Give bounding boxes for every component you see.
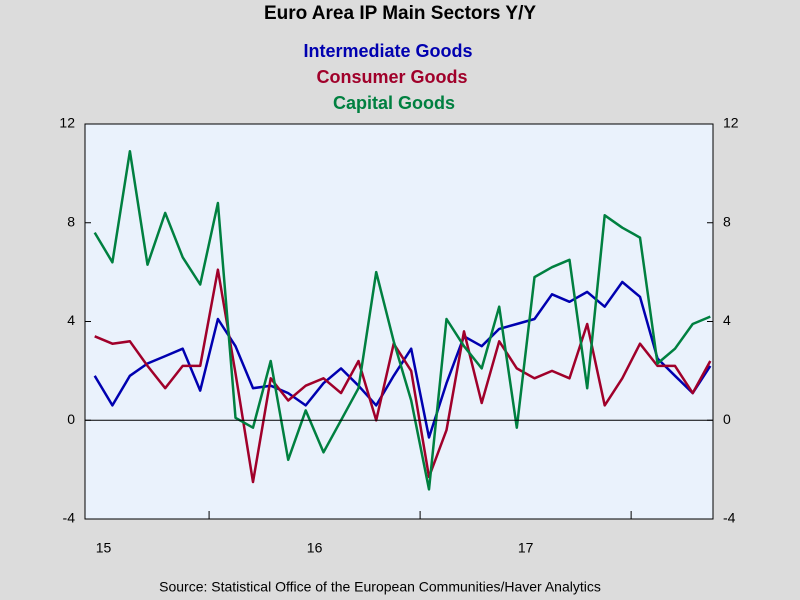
x-tick-label: 17 — [518, 540, 534, 556]
legend-label: Intermediate Goods — [303, 41, 472, 61]
legend-label: Consumer Goods — [316, 67, 467, 87]
y-tick-label: 12 — [59, 115, 75, 131]
y2-tick-label: 8 — [723, 213, 731, 229]
y2-tick-label: 12 — [723, 115, 739, 131]
x-tick-label: 16 — [307, 540, 323, 556]
series-line — [93, 149, 711, 491]
lines — [93, 149, 712, 491]
y2-tick-label: -4 — [723, 510, 736, 526]
y2-tick-label: 0 — [723, 411, 731, 427]
x-tick-label: 15 — [96, 540, 112, 556]
legend-label: Capital Goods — [333, 93, 455, 113]
y-tick-label: 0 — [67, 411, 75, 427]
y-tick-label: 4 — [67, 312, 75, 328]
series-line — [93, 280, 712, 439]
chart-title: Euro Area IP Main Sectors Y/Y — [264, 3, 536, 24]
y-tick-label: -4 — [63, 510, 76, 526]
plot-area — [84, 123, 714, 520]
y2-tick-label: 4 — [723, 312, 731, 328]
series-line — [94, 268, 712, 484]
y-tick-label: 8 — [67, 213, 75, 229]
source-note: Source: Statistical Office of the Europe… — [159, 579, 601, 595]
